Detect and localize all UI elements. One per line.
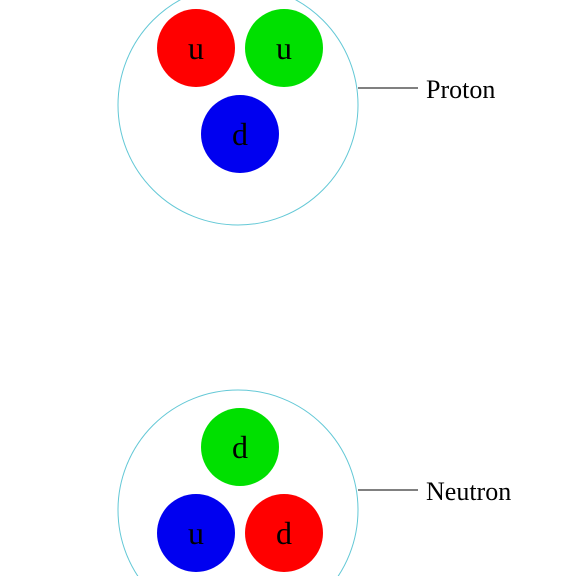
- proton-label: Proton: [426, 75, 495, 104]
- proton-quark-0-label: u: [188, 30, 204, 66]
- neutron-quark-1-label: u: [188, 515, 204, 551]
- neutron-group: d u d Neutron: [118, 390, 511, 576]
- proton-group: u u d Proton: [118, 0, 495, 225]
- quark-diagram: u u d Proton d u d Neutron: [0, 0, 576, 576]
- neutron-label: Neutron: [426, 477, 511, 506]
- neutron-quark-2-label: d: [276, 515, 292, 551]
- neutron-quark-0-label: d: [232, 429, 248, 465]
- proton-quark-1-label: u: [276, 30, 292, 66]
- proton-quark-2-label: d: [232, 116, 248, 152]
